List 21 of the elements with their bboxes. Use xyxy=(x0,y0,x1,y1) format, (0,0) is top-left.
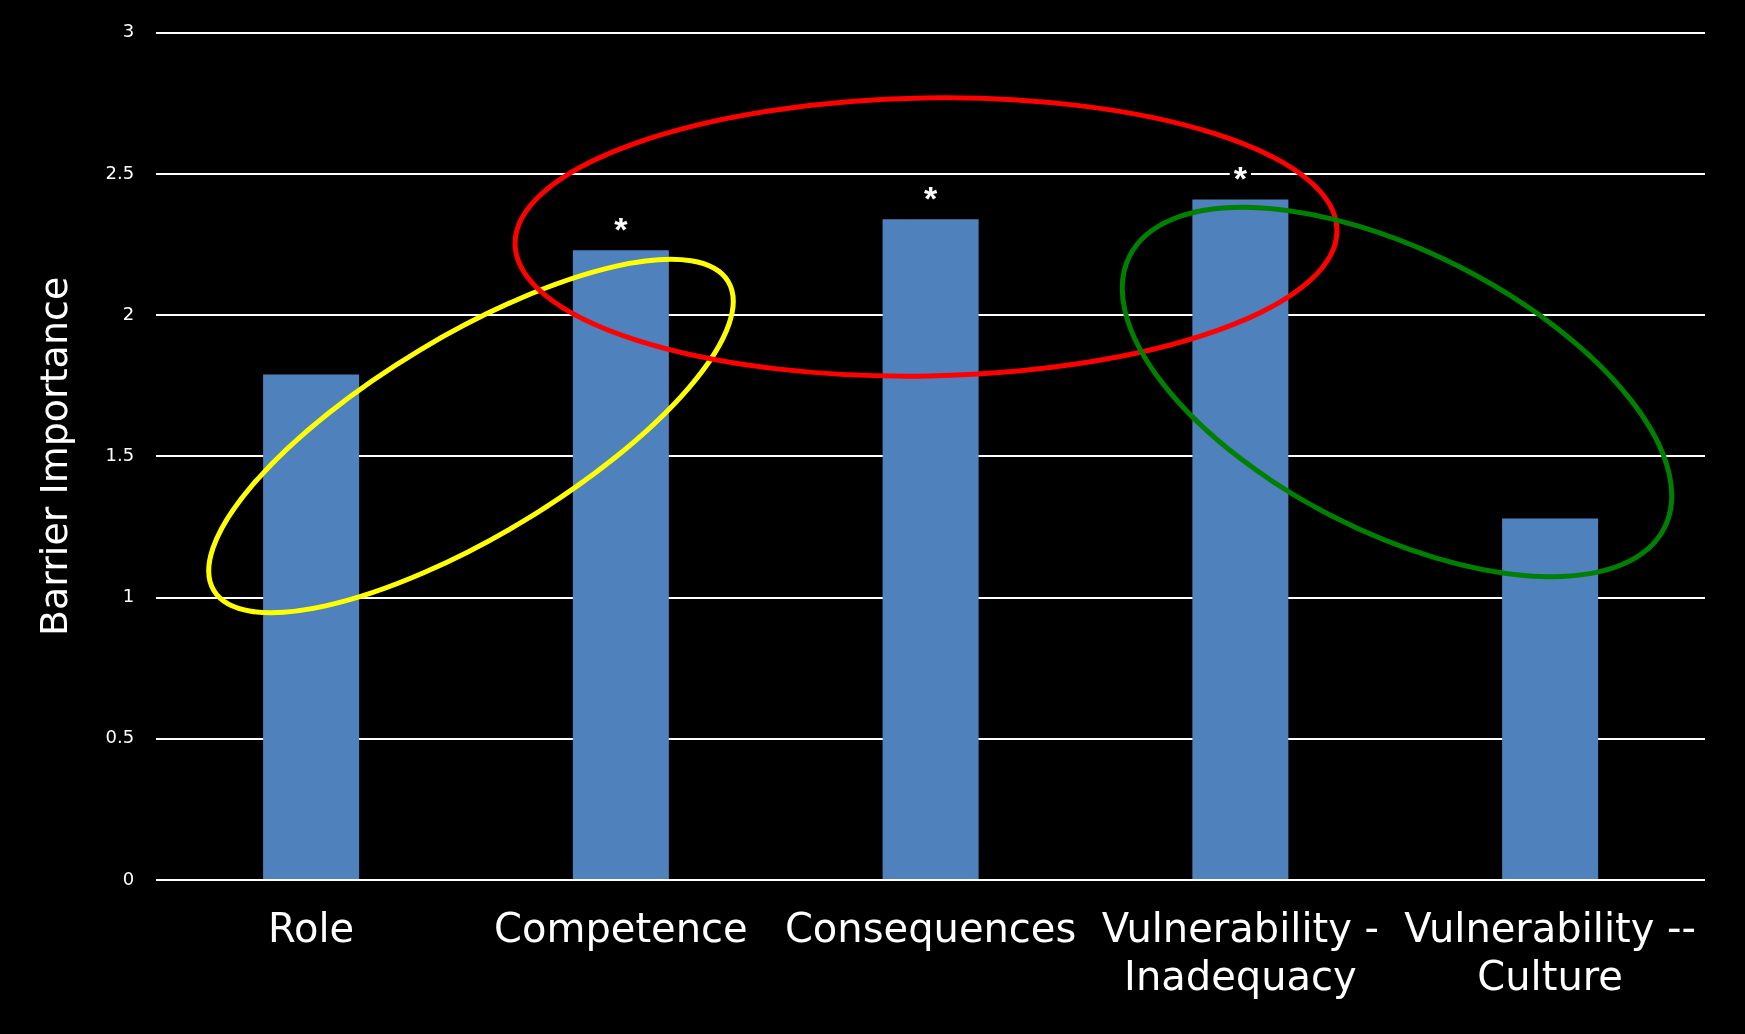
x-tick-label: Competence xyxy=(494,905,748,952)
bar xyxy=(1192,199,1289,879)
x-tick-label: Consequences xyxy=(784,905,1077,952)
y-tick-label: 1 xyxy=(122,585,135,607)
annotation: * xyxy=(1233,158,1248,197)
bar xyxy=(882,219,979,879)
x-tick-label: Vulnerability - Inadequacy xyxy=(1101,905,1379,1000)
y-tick-label: 3 xyxy=(122,20,135,42)
y-tick-label: 0.5 xyxy=(105,726,135,748)
y-tick-label: 2.5 xyxy=(105,161,135,183)
x-tick-label: Vulnerability -- Culture xyxy=(1404,905,1696,1000)
bar xyxy=(572,250,669,879)
annotation: * xyxy=(614,209,629,248)
annotation: * xyxy=(924,178,938,217)
y-axis-title: Barrier Importance xyxy=(31,276,76,637)
bar xyxy=(263,374,360,879)
y-tick-label: 2 xyxy=(122,302,135,324)
y-tick-label: 0 xyxy=(122,867,135,889)
y-tick-label: 1.5 xyxy=(105,444,135,466)
bar xyxy=(1502,518,1599,879)
x-tick-label: Role xyxy=(268,905,355,952)
